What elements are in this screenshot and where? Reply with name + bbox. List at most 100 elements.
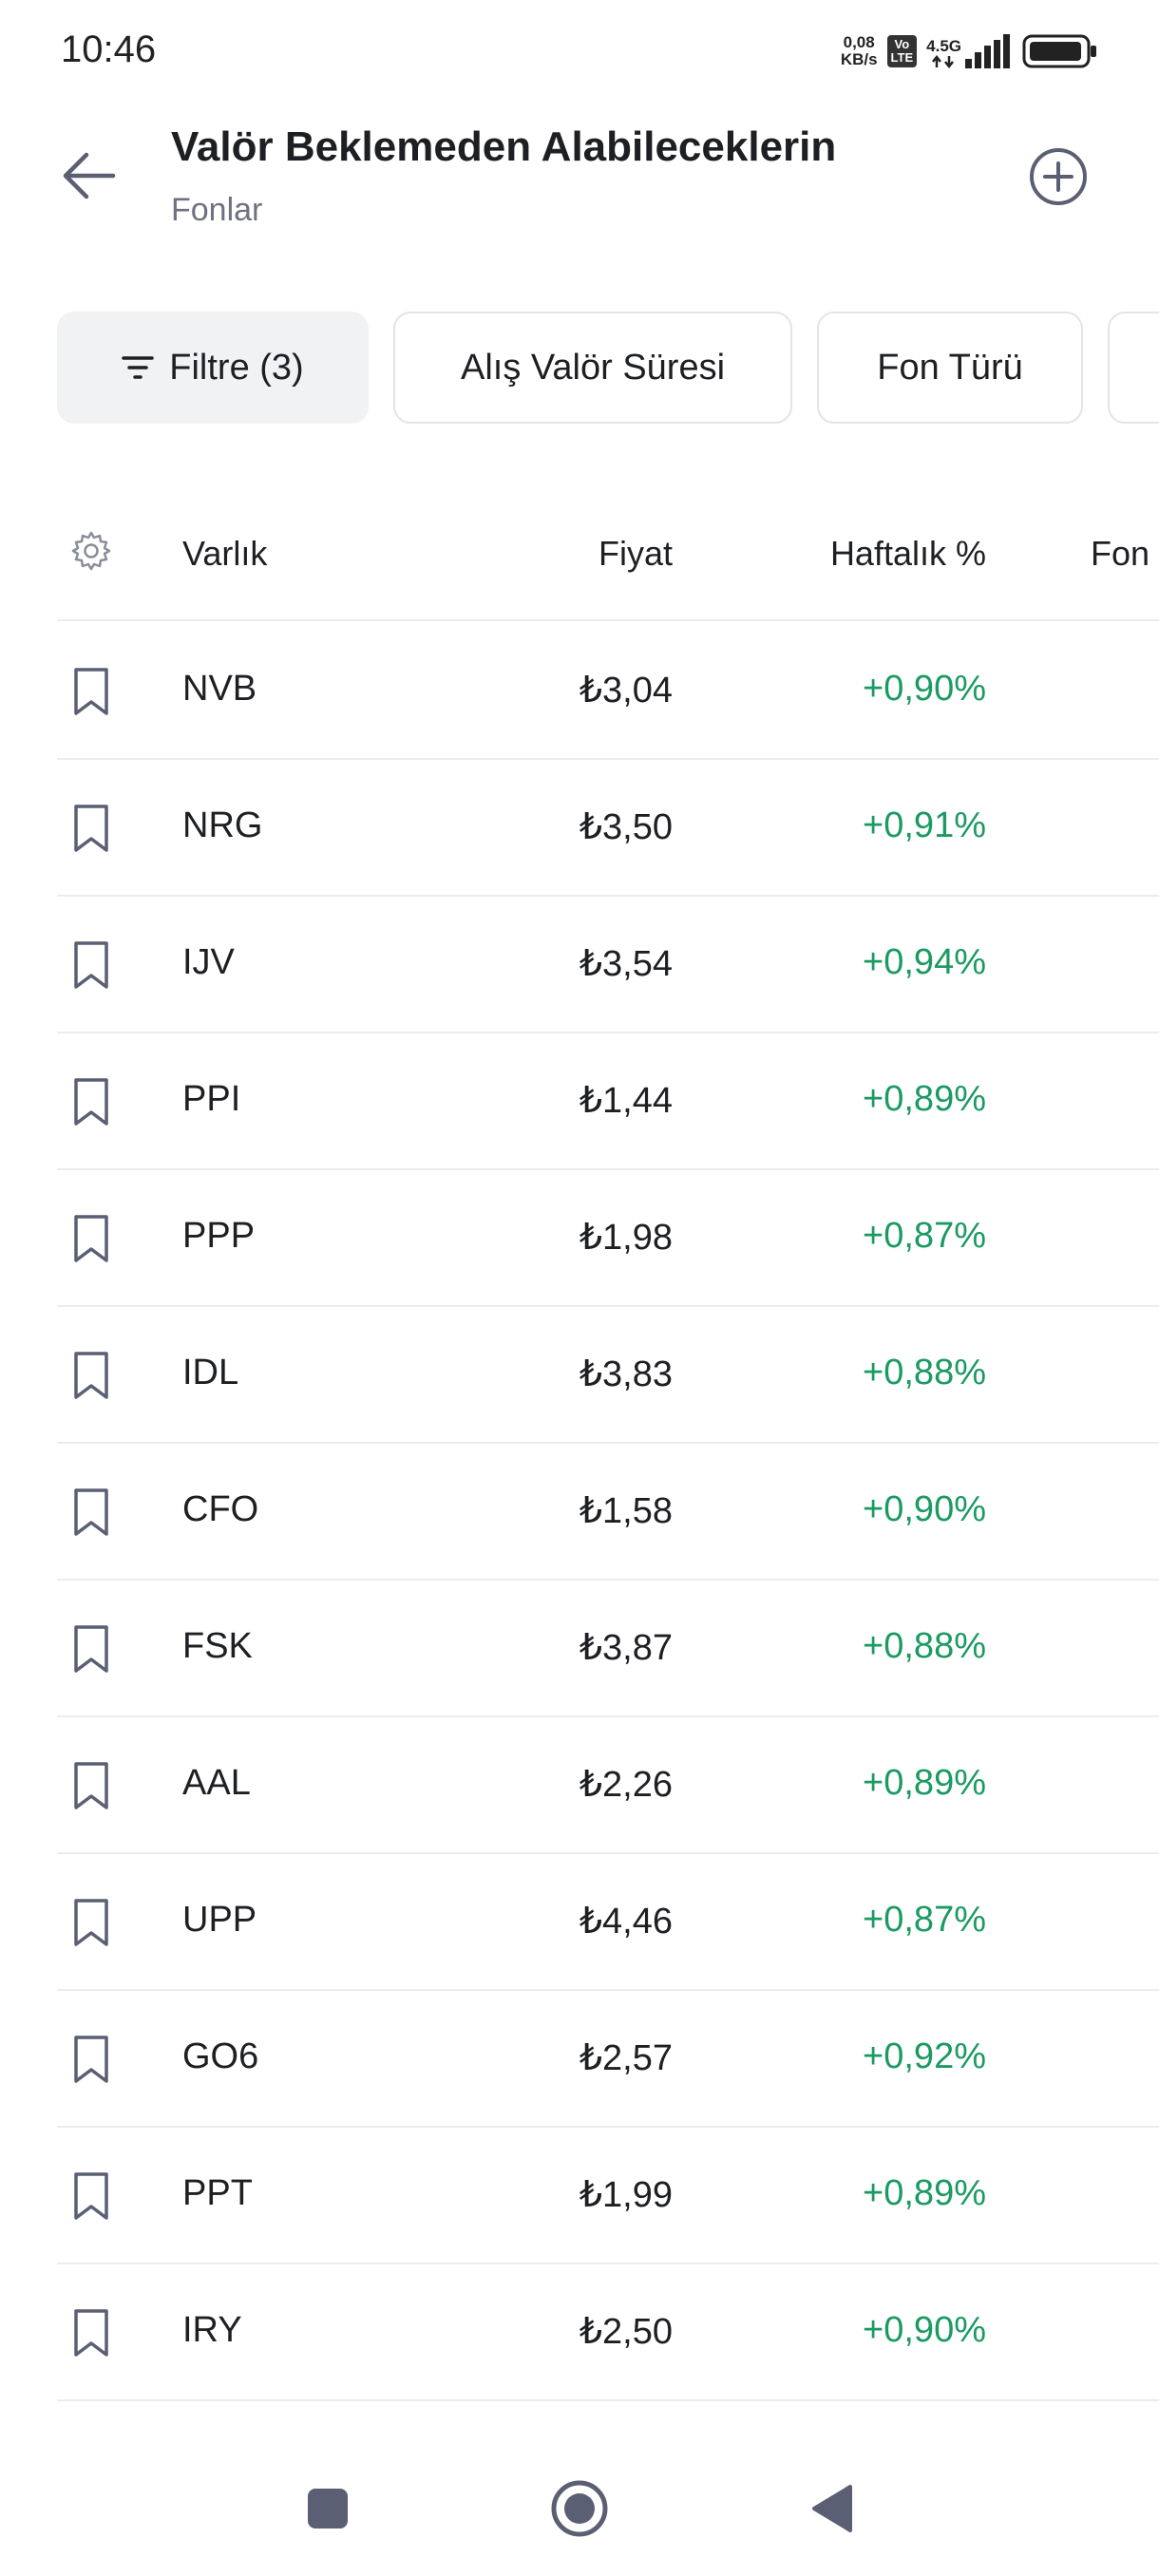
table-row[interactable]: IRY ₺2,50 +0,90%: [57, 2264, 1159, 2401]
asset-weekly-change: +0,92%: [863, 2036, 986, 2076]
asset-price: ₺3,04: [579, 671, 673, 710]
system-back-button[interactable]: [798, 2475, 864, 2542]
asset-price: ₺2,57: [579, 2038, 673, 2078]
status-time: 10:46: [61, 28, 157, 70]
filter-chip-valor[interactable]: Alış Valör Süresi: [393, 312, 792, 424]
circle-icon: [551, 2480, 608, 2537]
network-type: 4.5G: [926, 37, 961, 55]
asset-price: ₺3,83: [579, 1354, 673, 1394]
page-subtitle: Fonlar: [171, 192, 263, 228]
bookmark-icon[interactable]: [72, 2035, 110, 2084]
table-row[interactable]: GO6 ₺2,57 +0,92%: [57, 1991, 1159, 2128]
home-button[interactable]: [546, 2475, 613, 2542]
filter-chip-fund-type-label: Fon Türü: [877, 347, 1023, 388]
asset-price: ₺1,98: [579, 1218, 673, 1258]
filter-chip-valor-label: Alış Valör Süresi: [460, 347, 726, 388]
asset-weekly-change: +0,89%: [863, 2173, 986, 2213]
add-button[interactable]: [1024, 142, 1092, 211]
asset-code: IRY: [182, 2310, 242, 2350]
square-icon: [308, 2489, 348, 2529]
asset-code: PPP: [182, 1216, 256, 1256]
bookmark-icon[interactable]: [72, 1351, 110, 1400]
status-icons: 0,08 KB/s Vo LTE 4.5G: [841, 34, 1098, 68]
asset-price: ₺1,99: [579, 2175, 673, 2215]
asset-weekly-change: +0,91%: [863, 805, 986, 845]
asset-weekly-change: +0,87%: [863, 1900, 986, 1940]
asset-code: IDL: [182, 1353, 239, 1392]
column-header-price[interactable]: Fiyat: [598, 534, 673, 573]
asset-price: ₺3,87: [579, 1628, 673, 1668]
asset-code: AAL: [182, 1763, 251, 1803]
filter-chip-more[interactable]: [1108, 312, 1159, 424]
signal-icon: 4.5G: [926, 34, 1013, 68]
table-row[interactable]: NVB ₺3,04 +0,90%: [57, 623, 1159, 760]
arrow-left-icon: [63, 152, 116, 199]
bookmark-icon[interactable]: [72, 1898, 110, 1947]
bookmark-icon[interactable]: [72, 804, 110, 853]
asset-code: PPI: [182, 1079, 241, 1119]
asset-code: CFO: [182, 1489, 259, 1529]
battery-icon: [1022, 34, 1096, 68]
asset-weekly-change: +0,88%: [863, 1626, 986, 1666]
column-header-asset[interactable]: Varlık: [182, 534, 268, 573]
filter-bar: Filtre (3) Alış Valör Süresi Fon Türü: [57, 312, 1159, 427]
bookmark-icon[interactable]: [72, 1214, 110, 1263]
asset-weekly-change: +0,89%: [863, 1079, 986, 1119]
table-row[interactable]: FSK ₺3,87 +0,88%: [57, 1581, 1159, 1717]
table-row[interactable]: PPP ₺1,98 +0,87%: [57, 1170, 1159, 1307]
filter-chip-fund-type[interactable]: Fon Türü: [817, 312, 1083, 424]
bookmark-icon[interactable]: [72, 1077, 110, 1127]
bookmark-icon[interactable]: [72, 2171, 110, 2221]
table-row[interactable]: CFO ₺1,58 +0,90%: [57, 1444, 1159, 1581]
asset-price: ₺1,44: [579, 1081, 673, 1121]
back-button[interactable]: [55, 142, 122, 209]
asset-weekly-change: +0,88%: [863, 1353, 986, 1392]
table-header: Varlık Fiyat Haftalık % Fon: [57, 503, 1159, 621]
bookmark-icon[interactable]: [72, 1487, 110, 1537]
asset-code: UPP: [182, 1900, 257, 1940]
table-row[interactable]: UPP ₺4,46 +0,87%: [57, 1854, 1159, 1991]
system-nav-bar: [0, 2460, 1159, 2555]
asset-weekly-change: +0,89%: [863, 1763, 986, 1803]
column-header-fund[interactable]: Fon: [1091, 534, 1150, 573]
recent-apps-button[interactable]: [294, 2475, 361, 2542]
filter-button[interactable]: Filtre (3): [57, 312, 369, 424]
volte-top: Vo: [894, 37, 910, 51]
bookmark-icon[interactable]: [72, 940, 110, 990]
asset-code: IJV: [182, 942, 235, 982]
table-row[interactable]: PPT ₺1,99 +0,89%: [57, 2128, 1159, 2264]
table-row[interactable]: IJV ₺3,54 +0,94%: [57, 897, 1159, 1033]
table-row[interactable]: IDL ₺3,83 +0,88%: [57, 1307, 1159, 1444]
asset-price: ₺1,58: [579, 1491, 673, 1531]
asset-code: NVB: [182, 669, 257, 709]
asset-code: FSK: [182, 1626, 253, 1666]
plus-circle-icon: [1030, 148, 1087, 205]
asset-price: ₺3,50: [579, 807, 673, 847]
table-row[interactable]: NRG ₺3,50 +0,91%: [57, 760, 1159, 897]
asset-list: NVB ₺3,04 +0,90% NRG ₺3,50 +0,91% IJV ₺3…: [57, 623, 1159, 2401]
column-header-weekly[interactable]: Haftalık %: [829, 534, 986, 573]
asset-weekly-change: +0,90%: [863, 2310, 986, 2350]
filter-lines-icon: [122, 354, 155, 381]
table-row[interactable]: AAL ₺2,26 +0,89%: [57, 1717, 1159, 1854]
gear-icon[interactable]: [70, 530, 112, 572]
asset-code: PPT: [182, 2173, 253, 2213]
network-speed-value: 0,08: [843, 33, 875, 51]
bookmark-icon[interactable]: [72, 2308, 110, 2358]
network-speed-unit: KB/s: [840, 50, 878, 68]
bookmark-icon[interactable]: [72, 1624, 110, 1674]
asset-price: ₺3,54: [579, 944, 673, 984]
signal-bars-icon: [965, 34, 1010, 68]
asset-weekly-change: +0,90%: [863, 669, 986, 709]
asset-code: GO6: [182, 2036, 259, 2076]
bookmark-icon[interactable]: [72, 667, 110, 716]
page-title: Valör Beklemeden Alabileceklerin: [171, 123, 837, 170]
asset-weekly-change: +0,87%: [863, 1216, 986, 1256]
volte-bottom: LTE: [890, 50, 914, 65]
filter-button-label: Filtre (3): [169, 347, 304, 388]
table-row[interactable]: PPI ₺1,44 +0,89%: [57, 1033, 1159, 1170]
bookmark-icon[interactable]: [72, 1761, 110, 1810]
volte-icon: Vo LTE: [886, 35, 918, 67]
asset-price: ₺2,26: [579, 1765, 673, 1805]
network-speed: 0,08 KB/s: [841, 34, 878, 68]
